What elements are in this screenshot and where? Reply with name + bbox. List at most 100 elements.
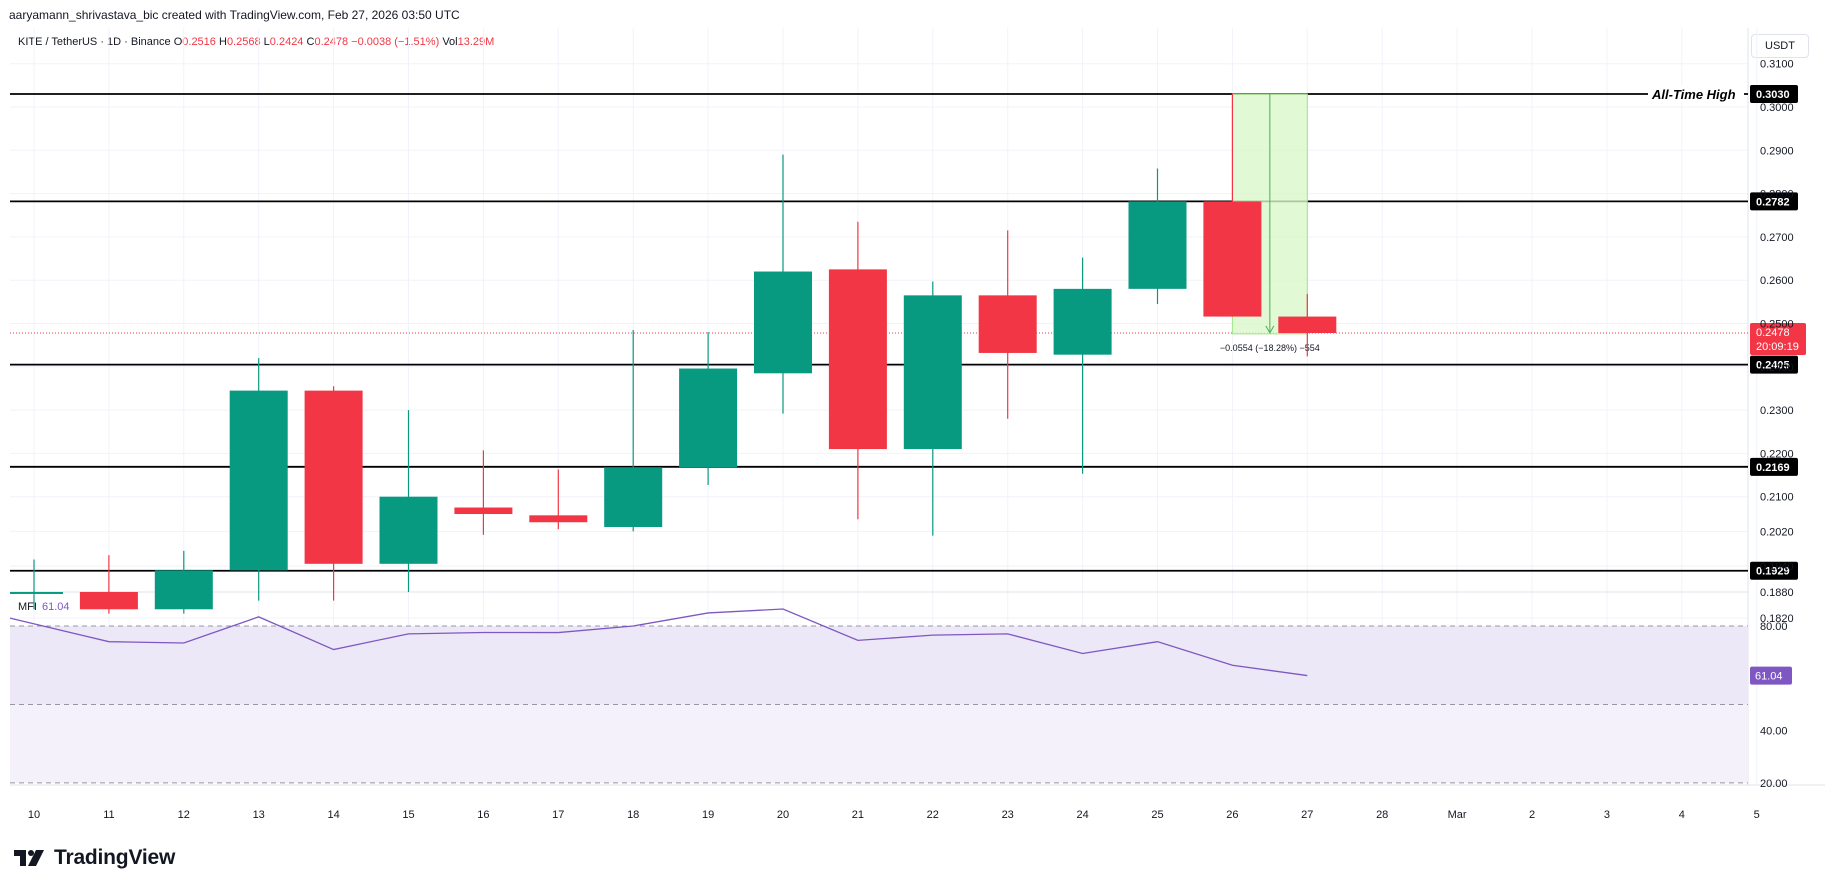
mfi-tick-label: 80.00	[1760, 621, 1788, 633]
mfi-name[interactable]: MFI	[18, 601, 37, 613]
volume-value: 13.29M	[457, 36, 495, 48]
high-label: H	[218, 36, 227, 48]
time-tick-label: 2	[1529, 809, 1535, 821]
candle-body	[1053, 288, 1112, 355]
mfi-tick-label: 40.00	[1760, 726, 1788, 738]
time-tick-label: 17	[552, 809, 564, 821]
level-badge	[1750, 355, 1798, 374]
price-tick-label: 0.2800	[1760, 189, 1794, 201]
time-tick-label: 26	[1226, 809, 1238, 821]
mfi-lower-band	[10, 704, 1748, 783]
time-axis: 10 11 12 13 14 15 16 17 18 19 20 21 22 23 24 25 26 27 28 Ma…	[28, 809, 1760, 821]
candle-body	[828, 269, 887, 450]
mfi-band	[10, 626, 1748, 705]
candle-18	[604, 329, 663, 532]
candle-15	[379, 410, 438, 592]
current-price-badge	[1750, 323, 1806, 356]
current-price-label: 0.2478	[1756, 327, 1790, 339]
time-tick-label: 4	[1679, 809, 1685, 821]
mfi-legend: MFI 61.04	[18, 601, 69, 613]
price-tick-label: 0.2600	[1760, 275, 1794, 287]
candle-10	[10, 559, 63, 610]
candle-24	[1053, 257, 1112, 474]
open-label: O	[173, 36, 183, 48]
candle-22	[903, 281, 962, 536]
close-value: 0.2478	[314, 36, 349, 48]
level-label: 0.3030	[1756, 89, 1790, 101]
tradingview-logo[interactable]: TradingView	[12, 846, 175, 870]
candle-body	[529, 515, 588, 523]
candle-body	[229, 390, 288, 571]
candle-body	[154, 570, 213, 610]
price-tick-label: 0.2300	[1760, 405, 1794, 417]
mfi-current-value: 61.04	[41, 601, 70, 613]
time-tick-label: 13	[253, 809, 265, 821]
candle-26	[1203, 94, 1262, 317]
price-tick-label: 0.1820	[1760, 613, 1794, 625]
open-value: 0.2516	[182, 36, 216, 48]
candle-body	[604, 467, 663, 528]
candle-body	[304, 390, 363, 564]
tradingview-wordmark: TradingView	[54, 846, 176, 869]
time-tick-label: 10	[28, 809, 40, 821]
candle-12	[154, 550, 213, 614]
candles	[10, 94, 1337, 614]
level-label: 0.2405	[1756, 360, 1790, 372]
currency-button[interactable]: USDT	[1751, 34, 1809, 58]
candle-11	[79, 555, 138, 614]
close-label: C	[306, 36, 315, 48]
candle-27	[1278, 294, 1337, 357]
volume-label: Vol	[442, 36, 458, 48]
candle-body	[1128, 201, 1187, 289]
price-tick-label: 0.2500	[1760, 319, 1794, 331]
mfi-pane: 61.04	[9, 608, 1792, 784]
price-tick-label: 0.1880	[1760, 587, 1794, 599]
price-tick-label: 0.2100	[1760, 492, 1794, 504]
level-note: All-Time High	[1651, 87, 1736, 102]
countdown-label: 20:09:19	[1756, 341, 1799, 353]
symbol-legend: KITE / TetherUS · 1D · Binance O0.2516 H…	[18, 36, 494, 48]
time-tick-label: 24	[1076, 809, 1088, 821]
price-tick-label: 0.2400	[1760, 362, 1794, 374]
price-tick-label: 0.2700	[1760, 232, 1794, 244]
measure-arrow-head	[1265, 325, 1275, 334]
candle-body	[1278, 316, 1337, 334]
price-tick-label: 0.3000	[1760, 102, 1794, 114]
tradingview-logo-icon	[14, 850, 44, 866]
attribution-text: aaryamann_shrivastava_bic created with T…	[9, 8, 460, 22]
price-tick-label: 0.1940	[1760, 561, 1794, 573]
candle-body	[978, 295, 1037, 353]
time-tick-label: 16	[477, 809, 489, 821]
candle-body	[754, 271, 812, 374]
support-resistance-levels: 0.3030 All-Time High 0.2782 0.2405 0.2169 0.1…	[10, 85, 1806, 580]
low-label: L	[263, 36, 270, 48]
time-tick-label: 19	[702, 809, 714, 821]
candle-16	[454, 450, 513, 535]
high-value: 0.2568	[226, 36, 261, 48]
time-tick-label: 11	[103, 809, 114, 821]
price-tick-label: 0.3100	[1760, 59, 1794, 71]
candle-body	[903, 295, 962, 450]
candle-14	[304, 386, 363, 601]
time-tick-label: 22	[927, 809, 939, 821]
measure-label: −0.0554 (−18.28%) −554	[1220, 343, 1320, 353]
time-tick-label: Mar	[1448, 809, 1467, 821]
level-label: 0.1929	[1756, 566, 1790, 578]
candle-body	[79, 591, 138, 610]
price-axis: 0.3100 0.3000 0.2900 0.2800 0.2700 0.2600 0.25…	[1760, 59, 1794, 790]
price-tick-label: 0.2900	[1760, 145, 1794, 157]
time-tick-label: 20	[777, 809, 789, 821]
time-tick-label: 5	[1754, 809, 1760, 821]
time-tick-label: 12	[178, 809, 190, 821]
mfi-line	[9, 608, 1308, 677]
symbol-name[interactable]: KITE / TetherUS · 1D · Binance	[18, 36, 171, 48]
candle-21	[828, 221, 887, 520]
candle-23	[978, 230, 1037, 419]
level-label: 0.2782	[1756, 196, 1790, 208]
candle-20	[754, 154, 812, 414]
level-note-bg	[1648, 85, 1744, 104]
candle-body	[1203, 201, 1262, 317]
change-value: −0.0038 (−1.51%)	[351, 36, 440, 48]
level-badge	[1750, 192, 1798, 211]
